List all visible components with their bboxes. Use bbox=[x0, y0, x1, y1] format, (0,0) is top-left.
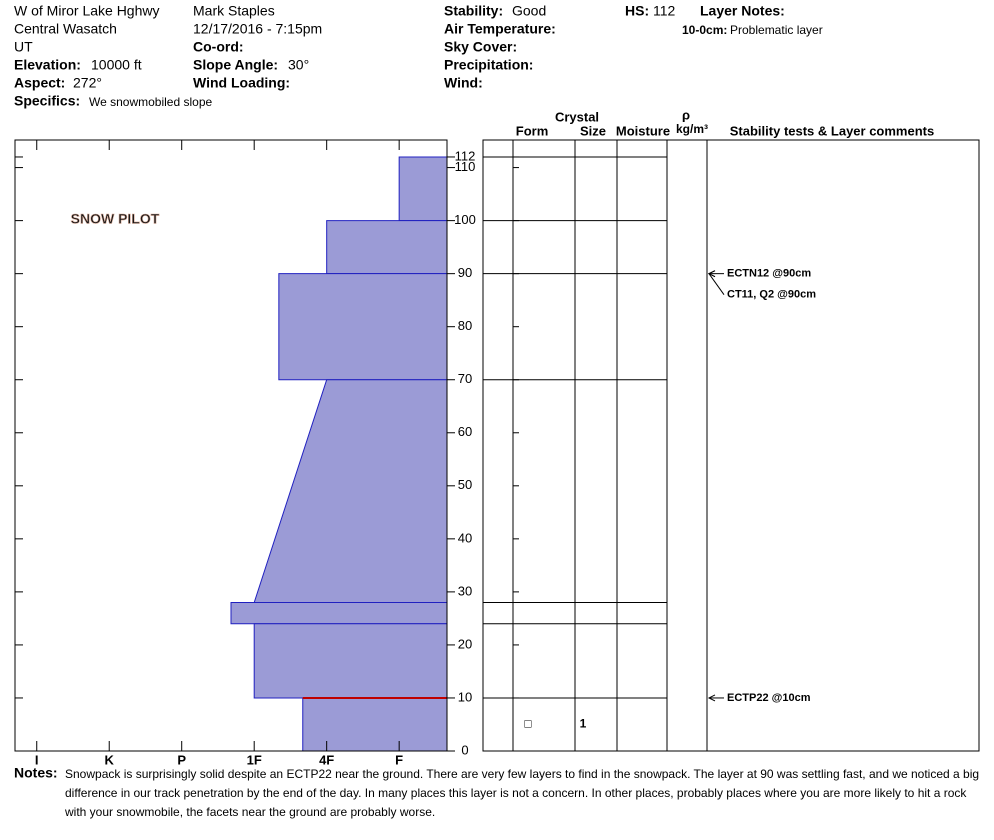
column-header: Moisture bbox=[616, 123, 670, 138]
layer-note-text: Problematic layer bbox=[730, 23, 823, 37]
x-tick-label: P bbox=[177, 752, 186, 767]
y-tick-label: 30 bbox=[458, 583, 472, 598]
hardness-layer bbox=[253, 379, 448, 603]
x-tick-label: 4F bbox=[319, 752, 334, 767]
grain-form: □ bbox=[524, 717, 531, 731]
field-label: HS: bbox=[625, 3, 649, 19]
hardness-layer bbox=[230, 601, 448, 625]
hardness-layer bbox=[278, 273, 448, 381]
notes-line: with your snowmobile, the facets near th… bbox=[64, 805, 435, 819]
column-header: Crystal bbox=[555, 109, 599, 124]
column-header: Stability tests & Layer comments bbox=[730, 123, 934, 138]
range: Central Wasatch bbox=[14, 21, 117, 37]
test-label: ECTP22 @10cm bbox=[727, 692, 811, 704]
arrow-head bbox=[707, 694, 716, 702]
location: W of Miror Lake Hghwy bbox=[14, 3, 159, 19]
y-tick-label: 70 bbox=[458, 371, 472, 386]
notes-label: Notes: bbox=[14, 765, 58, 781]
field-label: Wind Loading: bbox=[193, 75, 290, 91]
arrow-head bbox=[707, 270, 716, 278]
field-label: Slope Angle: bbox=[193, 57, 278, 73]
panel-frame bbox=[482, 139, 980, 752]
hardness-layer bbox=[253, 623, 448, 699]
field-value: We snowmobiled slope bbox=[89, 95, 213, 109]
y-tick-label: 60 bbox=[458, 424, 472, 439]
y-tick-label: 112 bbox=[455, 148, 476, 163]
y-tick-label: 90 bbox=[458, 265, 472, 280]
plot-frame bbox=[14, 139, 448, 752]
field-value: 10000 ft bbox=[91, 57, 142, 73]
field-label: Layer Notes: bbox=[700, 3, 785, 19]
field-value: Good bbox=[512, 3, 546, 19]
state: UT bbox=[14, 39, 33, 55]
notes-line: Snowpack is surprisingly solid despite a… bbox=[65, 767, 979, 781]
field-label: Precipitation: bbox=[444, 57, 533, 73]
x-tick-label: F bbox=[395, 752, 403, 767]
x-tick-label: 1F bbox=[247, 752, 262, 767]
hardness-layer bbox=[302, 697, 448, 752]
test-label: ECTN12 @90cm bbox=[727, 268, 811, 280]
field-label: Specifics: bbox=[14, 93, 80, 109]
field-label: Air Temperature: bbox=[444, 21, 556, 37]
y-tick-label: 0 bbox=[461, 742, 468, 757]
field-label: Stability: bbox=[444, 3, 503, 19]
layer-note-range: 10-0cm: bbox=[682, 23, 727, 37]
test-arrow bbox=[708, 273, 725, 295]
column-header: Form bbox=[516, 123, 549, 138]
datetime: 12/17/2016 - 7:15pm bbox=[193, 21, 322, 37]
grain-size: 1 bbox=[580, 717, 587, 731]
field-label: Wind: bbox=[444, 75, 483, 91]
field-label: Elevation: bbox=[14, 57, 81, 73]
field-label: Aspect: bbox=[14, 75, 65, 91]
notes-line: difference in our track penetration by t… bbox=[65, 786, 967, 800]
y-tick-label: 50 bbox=[458, 477, 472, 492]
logo: SNOW PILOT bbox=[71, 211, 160, 227]
y-tick-label: 10 bbox=[458, 689, 472, 704]
field-value: 112 bbox=[653, 3, 676, 19]
column-header: ρ bbox=[682, 107, 690, 122]
test-label: CT11, Q2 @90cm bbox=[727, 289, 816, 301]
y-tick-label: 80 bbox=[458, 318, 472, 333]
hardness-layer bbox=[398, 156, 448, 222]
y-tick-label: 40 bbox=[458, 530, 472, 545]
y-tick-label: 20 bbox=[458, 636, 472, 651]
column-header: Size bbox=[580, 123, 606, 138]
x-tick-label: K bbox=[105, 752, 115, 767]
y-tick-label: 100 bbox=[454, 212, 476, 227]
y-tick-label: 110 bbox=[455, 159, 476, 174]
hardness-layer bbox=[326, 220, 448, 275]
field-label: Co-ord: bbox=[193, 39, 244, 55]
field-value: 272° bbox=[73, 75, 102, 91]
x-tick-label: I bbox=[35, 752, 39, 767]
column-header: kg/m³ bbox=[676, 122, 708, 136]
field-value: 30° bbox=[288, 57, 309, 73]
field-label: Sky Cover: bbox=[444, 39, 517, 55]
observer: Mark Staples bbox=[193, 3, 275, 19]
